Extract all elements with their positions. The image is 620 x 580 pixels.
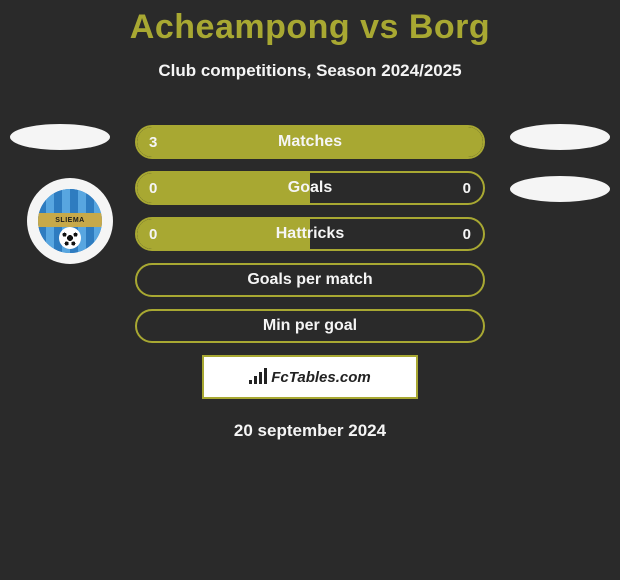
stat-row-min-per-goal: Min per goal [135, 309, 485, 343]
stat-label: Hattricks [137, 219, 483, 249]
stat-label: Matches [137, 127, 483, 157]
season-subtitle: Club competitions, Season 2024/2025 [0, 61, 620, 81]
stat-right-value: 0 [463, 219, 471, 249]
stat-label: Goals per match [137, 265, 483, 295]
player-right-marker [510, 176, 610, 202]
bar-chart-icon [249, 370, 267, 384]
source-badge-content: FcTables.com [249, 369, 370, 386]
stat-right-value: 0 [463, 173, 471, 203]
source-badge[interactable]: FcTables.com [202, 355, 418, 399]
football-icon [59, 227, 81, 249]
stat-label: Goals [137, 173, 483, 203]
club-crest: SLIEMA [27, 178, 113, 264]
player-left-marker [10, 124, 110, 150]
stat-row-hattricks: 0 Hattricks 0 [135, 217, 485, 251]
stat-row-goals-per-match: Goals per match [135, 263, 485, 297]
crest-inner: SLIEMA [38, 189, 102, 253]
page-title: Acheampong vs Borg [0, 8, 620, 47]
source-badge-text: FcTables.com [271, 369, 370, 386]
stat-row-goals: 0 Goals 0 [135, 171, 485, 205]
stat-row-matches: 3 Matches [135, 125, 485, 159]
player-right-marker [510, 124, 610, 150]
stat-label: Min per goal [137, 311, 483, 341]
date-text: 20 september 2024 [0, 421, 620, 441]
crest-band: SLIEMA [38, 213, 102, 227]
stats-list: 3 Matches 0 Goals 0 0 Hattricks 0 Goals … [135, 125, 485, 343]
